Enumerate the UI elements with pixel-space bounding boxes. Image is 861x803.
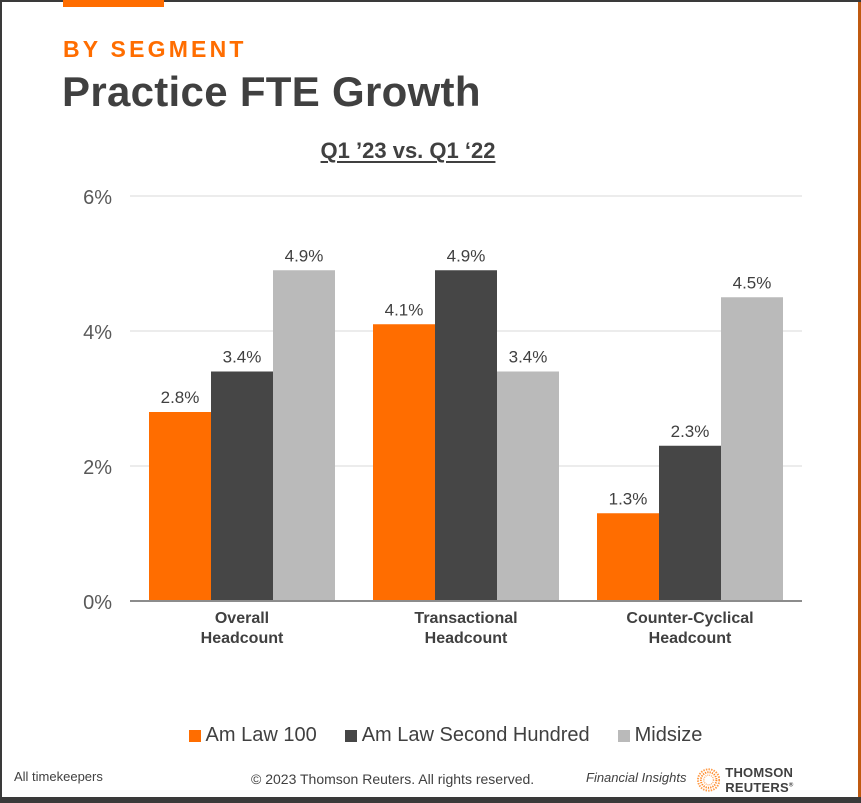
bar <box>373 324 435 601</box>
chart-subtitle: Q1 ’23 vs. Q1 ‘22 <box>320 138 496 163</box>
product-name: Financial Insights <box>586 770 687 785</box>
y-tick-label: 0% <box>83 592 112 614</box>
brand-text: THOMSON REUTERS <box>725 765 794 795</box>
legend-item-am-law-100: Am Law 100 <box>188 724 317 747</box>
data-label: 1.3% <box>609 489 648 508</box>
x-axis-labels: Overall Headcount Transactional Headcount Co… <box>201 610 754 647</box>
data-label: 3.4% <box>509 348 548 367</box>
thomson-reuters-logo-icon <box>697 768 721 792</box>
slide-edge <box>858 2 861 797</box>
data-label: 4.1% <box>385 300 424 319</box>
chart-legend: Am Law 100 Am Law Second Hundred Midsize <box>0 724 861 747</box>
legend-label: Am Law 100 <box>205 724 317 746</box>
y-tick-label: 6% <box>83 187 112 209</box>
x-tick-label: Headcount <box>649 630 732 647</box>
bar <box>435 270 497 601</box>
data-label: 2.3% <box>671 422 710 441</box>
accent-bar <box>63 0 164 7</box>
brand-logo: THOMSON REUTERS® <box>697 765 861 795</box>
x-tick-label: Headcount <box>201 630 284 647</box>
bar-chart: 0% 2% 4% 6% 2.8% 3.4% 4.9% 4.1% 4.9% 3.4% 1.3% 2.3… <box>83 187 802 647</box>
legend-label: Midsize <box>634 724 703 746</box>
data-label: 3.4% <box>223 348 262 367</box>
legend-label: Am Law Second Hundred <box>361 724 590 746</box>
data-labels: 2.8% 3.4% 4.9% 4.1% 4.9% 3.4% 1.3% 2.3% 4.5% <box>161 246 772 508</box>
legend-swatch <box>617 729 630 742</box>
copyright: © 2023 Thomson Reuters. All rights reser… <box>251 771 535 787</box>
data-label: 2.8% <box>161 388 200 407</box>
registered-mark: ® <box>788 782 794 789</box>
section-kicker: BY SEGMENT <box>63 36 247 62</box>
bar <box>497 371 559 601</box>
bar <box>211 371 273 601</box>
bar <box>721 297 783 601</box>
y-axis-ticks: 0% 2% 4% 6% <box>83 187 112 614</box>
y-tick-label: 2% <box>83 457 112 479</box>
x-tick-label: Transactional <box>414 610 517 627</box>
data-label: 4.9% <box>285 246 324 265</box>
x-tick-label: Headcount <box>425 630 508 647</box>
brand-name: THOMSON REUTERS® <box>725 765 861 795</box>
page-title: Practice FTE Growth <box>62 68 481 115</box>
x-tick-label: Overall <box>215 610 269 627</box>
legend-swatch <box>344 729 357 742</box>
bar <box>273 270 335 601</box>
footer-note: All timekeepers <box>14 769 103 784</box>
bar <box>597 513 659 601</box>
data-label: 4.9% <box>447 246 486 265</box>
legend-item-midsize: Midsize <box>617 724 703 747</box>
legend-swatch <box>188 729 201 742</box>
x-tick-label: Counter-Cyclical <box>626 610 753 627</box>
legend-item-am-law-second-hundred: Am Law Second Hundred <box>344 724 590 747</box>
bar <box>149 412 211 601</box>
bars <box>149 270 783 601</box>
y-tick-label: 4% <box>83 322 112 344</box>
data-label: 4.5% <box>733 273 772 292</box>
bar <box>659 445 721 601</box>
